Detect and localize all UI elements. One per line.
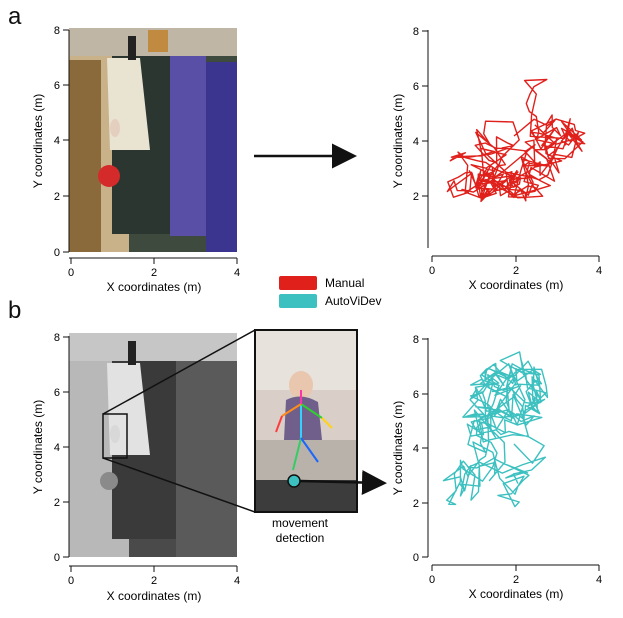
tick-label: 0 (429, 574, 435, 586)
legend: Manual AutoViDev (279, 276, 381, 308)
legend-swatch-autovidev (279, 294, 317, 308)
zoom-caption-line-2: detection (276, 531, 325, 545)
tick-label: 2 (54, 191, 60, 203)
manual-trajectory (446, 78, 586, 203)
tick-label: 4 (234, 575, 240, 587)
tick-label: 2 (54, 497, 60, 509)
tick-label: 2 (513, 574, 519, 586)
tick-label: 8 (413, 26, 419, 38)
zoom-inset (254, 329, 358, 513)
detection-box (102, 413, 128, 459)
tick-label: 0 (429, 265, 435, 277)
x-axis-label: X coordinates (m) (469, 587, 564, 601)
tick-label: 2 (513, 265, 519, 277)
autovidev-trajectory (442, 351, 549, 508)
tick-label: 2 (151, 267, 157, 279)
tick-label: 8 (413, 334, 419, 346)
panel-b-left-axes: 0 2 4 6 8 0 2 4 X coordinates (m) Y coor… (31, 332, 240, 603)
panel-a-right-axes: 2 4 6 8 0 2 4 X coordinates (m) Y coordi… (391, 26, 602, 292)
legend-swatch-manual (279, 276, 317, 290)
tick-label: 6 (54, 387, 60, 399)
zoom-caption-line-1: movement (272, 516, 329, 530)
legend-label-manual: Manual (325, 276, 364, 290)
arrow-b (299, 470, 387, 496)
trajectory-path (442, 351, 549, 508)
panel-a-left-axes: 0 2 4 6 8 0 2 4 X coordinates (m) Y coor… (31, 25, 240, 294)
panel-b-right-axes: 0 2 4 6 8 0 2 4 X coordinates (m) Y coor… (391, 334, 602, 601)
tick-label: 4 (413, 443, 419, 455)
tick-label: 0 (413, 552, 419, 564)
zoom-connector-top (102, 329, 256, 415)
trajectory-path (446, 78, 586, 203)
legend-label-autovidev: AutoViDev (325, 294, 381, 308)
tick-label: 2 (413, 498, 419, 510)
tick-label: 4 (596, 265, 602, 277)
tick-label: 6 (54, 80, 60, 92)
tick-label: 0 (54, 552, 60, 564)
x-axis-label: X coordinates (m) (469, 278, 564, 292)
movement-point (287, 474, 301, 488)
y-axis-label: Y coordinates (m) (391, 401, 405, 495)
x-axis-label: X coordinates (m) (107, 280, 202, 294)
tick-label: 6 (413, 389, 419, 401)
panel-a-photo (69, 28, 237, 252)
tick-label: 6 (413, 81, 419, 93)
y-axis-label: Y coordinates (m) (31, 94, 45, 188)
tick-label: 4 (596, 574, 602, 586)
tick-label: 4 (413, 136, 419, 148)
tick-label: 8 (54, 332, 60, 344)
zoom-connector-bottom (102, 457, 256, 513)
tick-label: 4 (54, 442, 60, 454)
panel-letter-a: a (8, 3, 22, 30)
tick-label: 0 (54, 247, 60, 259)
panel-b-photo (69, 333, 237, 557)
tick-label: 2 (151, 575, 157, 587)
tick-label: 0 (68, 575, 74, 587)
tick-label: 8 (54, 25, 60, 37)
y-axis-label: Y coordinates (m) (391, 94, 405, 188)
tick-label: 4 (234, 267, 240, 279)
tick-label: 4 (54, 135, 60, 147)
tick-label: 0 (68, 267, 74, 279)
tick-label: 2 (413, 191, 419, 203)
panel-letter-b: b (8, 297, 21, 324)
y-axis-label: Y coordinates (m) (31, 400, 45, 494)
x-axis-label: X coordinates (m) (107, 589, 202, 603)
